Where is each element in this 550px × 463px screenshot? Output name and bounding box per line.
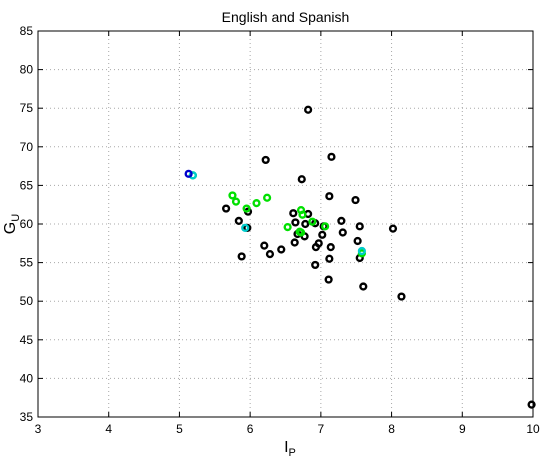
data-point [242, 204, 251, 213]
data-point [311, 260, 320, 270]
y-tick-label: 60 [20, 217, 34, 231]
x-axis-label: IP [284, 439, 296, 459]
y-tick-label: 40 [20, 371, 34, 385]
data-point [241, 223, 250, 232]
grid [38, 31, 533, 417]
data-point [260, 241, 269, 250]
data-point [237, 252, 246, 261]
data-markers [184, 105, 536, 409]
x-axis-label-main: I [284, 439, 288, 456]
x-tick-label: 8 [388, 422, 395, 436]
x-tick-label: 10 [526, 422, 540, 436]
data-point [234, 216, 243, 226]
data-point [261, 155, 270, 165]
data-point [297, 175, 306, 184]
data-point [357, 246, 366, 256]
y-tick-label: 55 [20, 256, 34, 270]
y-tick-label: 65 [20, 178, 34, 192]
data-point [265, 250, 275, 259]
data-point [296, 228, 306, 237]
data-point [355, 222, 364, 231]
y-tick-label: 45 [20, 333, 34, 347]
data-point [231, 197, 241, 206]
data-point [318, 230, 327, 239]
data-point [324, 275, 333, 284]
chart-title: English and Spanish [222, 9, 350, 25]
data-point [252, 199, 261, 208]
y-tick-label: 35 [20, 410, 34, 424]
data-point [184, 169, 193, 178]
data-point [338, 228, 347, 237]
data-point [337, 216, 346, 226]
data-point [289, 209, 298, 218]
y-tick-label: 50 [20, 294, 34, 308]
data-point [527, 400, 536, 409]
data-point [228, 191, 237, 200]
data-point [351, 195, 360, 205]
x-tick-label: 4 [105, 422, 112, 436]
y-tick-label: 70 [20, 140, 34, 154]
y-axis-label-main: G [2, 222, 19, 234]
y-tick-label: 80 [20, 63, 34, 77]
data-point [222, 204, 231, 213]
y-tick-label: 85 [20, 24, 34, 38]
data-point [283, 222, 292, 232]
x-tick-label: 5 [176, 422, 183, 436]
data-point [325, 192, 334, 201]
x-tick-label: 9 [459, 422, 466, 436]
data-point [277, 245, 286, 254]
data-point [388, 224, 398, 233]
data-point [290, 238, 299, 247]
data-point [321, 222, 330, 231]
data-point [301, 219, 310, 229]
data-point [263, 193, 272, 202]
data-point [298, 210, 307, 219]
x-tick-label: 3 [35, 422, 42, 436]
data-point [325, 254, 334, 263]
data-point [308, 217, 317, 226]
data-point [359, 282, 368, 291]
y-tick-label: 75 [20, 101, 34, 115]
data-point [304, 105, 313, 114]
data-point [353, 236, 362, 246]
y-axis-label-sub: U [10, 214, 22, 222]
data-point [397, 292, 406, 301]
x-tick-label: 7 [318, 422, 325, 436]
data-point [327, 152, 336, 161]
y-axis-label: GU [2, 214, 22, 234]
x-tick-label: 6 [247, 422, 254, 436]
data-point [311, 243, 321, 252]
data-point [326, 243, 335, 252]
x-axis-label-sub: P [289, 447, 296, 459]
data-point [291, 218, 300, 227]
